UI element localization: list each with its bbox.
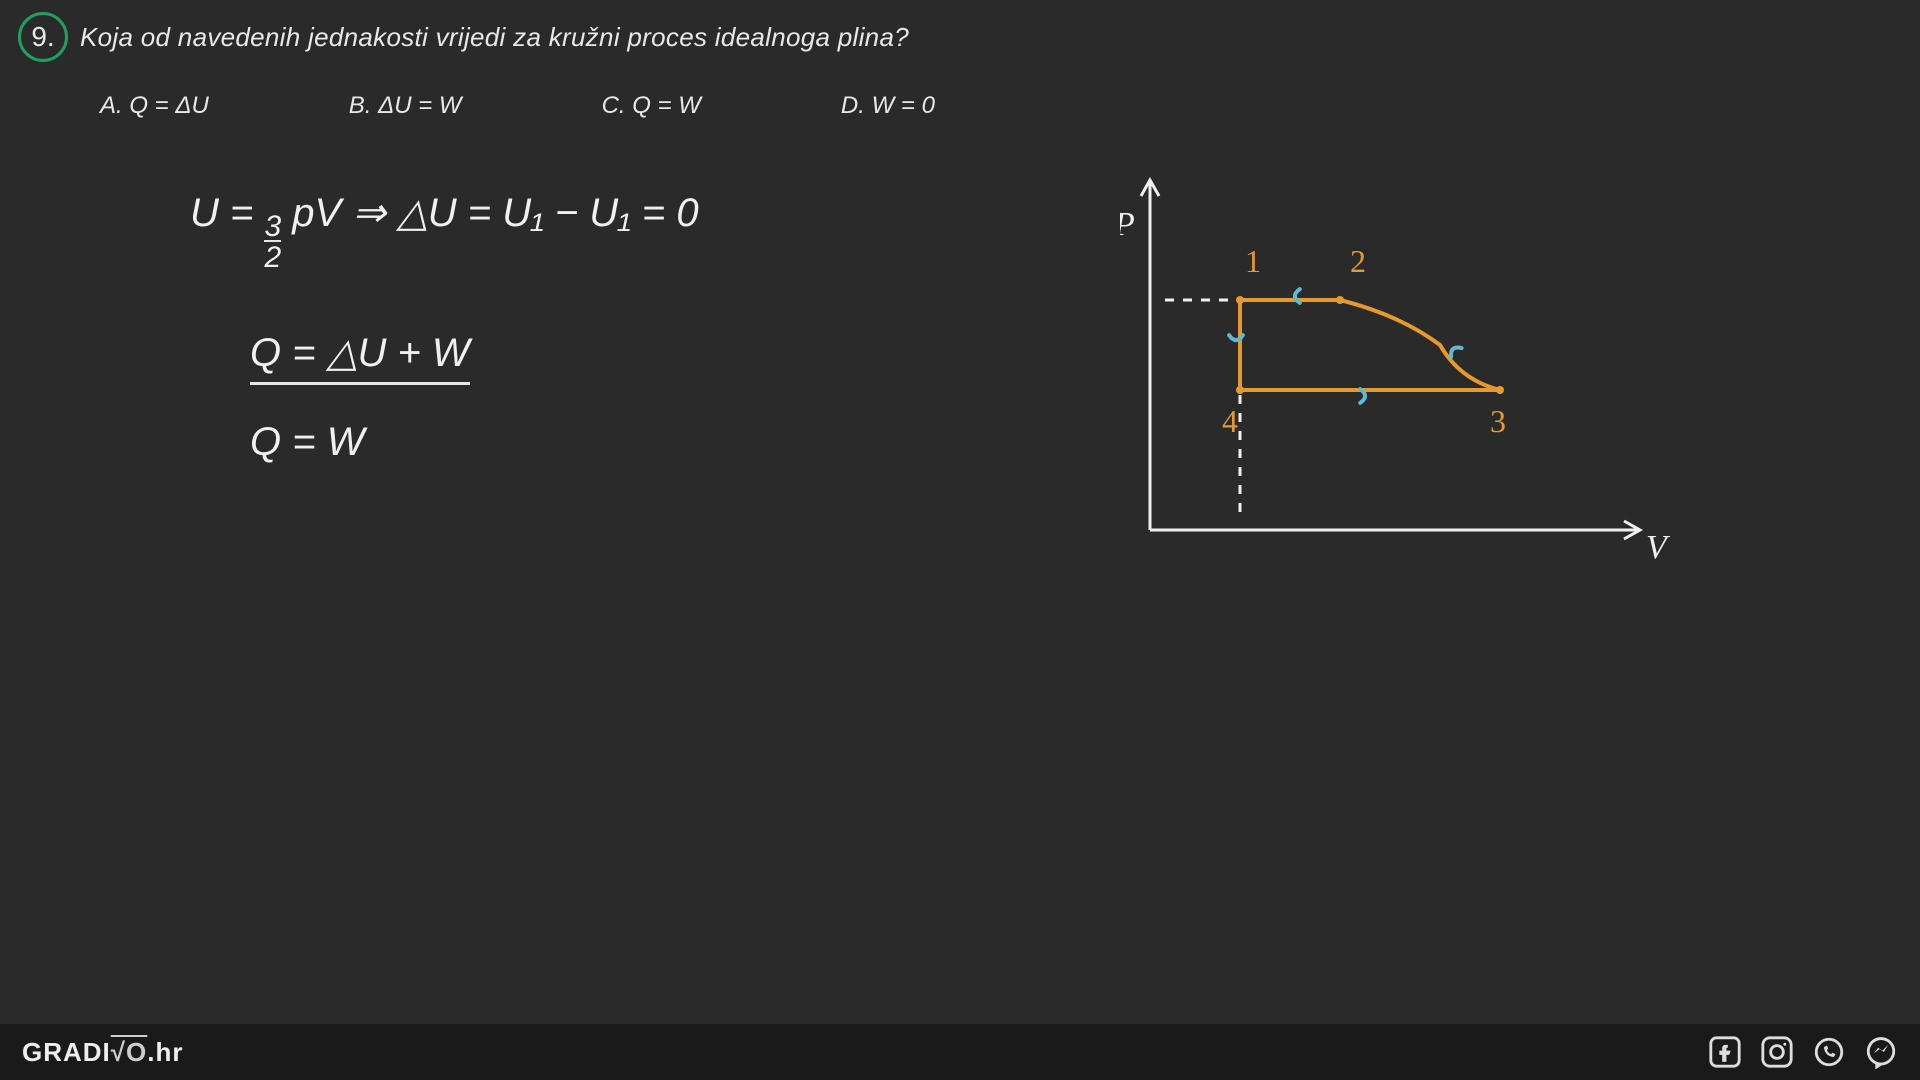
question-number-circle: 9.: [18, 12, 68, 62]
social-icons: [1708, 1035, 1898, 1069]
question-text: Koja od navedenih jednakosti vrijedi za …: [80, 22, 909, 53]
facebook-icon[interactable]: [1708, 1035, 1742, 1069]
svg-text:3: 3: [1490, 403, 1506, 439]
site-logo: GRADI√O.hr: [22, 1037, 184, 1068]
pv-diagram-svg: P V 1 2 3 4: [1120, 170, 1720, 590]
option-d: D. W = 0: [841, 92, 935, 120]
svg-text:1: 1: [1245, 243, 1261, 279]
working-line1-lhs: U =: [190, 191, 253, 235]
fraction-3-2: 3 2: [264, 213, 281, 271]
footer-bar: GRADI√O.hr: [0, 1024, 1920, 1080]
svg-text:P: P: [1120, 206, 1135, 243]
option-a: A. Q = ΔU: [100, 92, 209, 120]
logo-rad: √O: [111, 1037, 148, 1067]
whatsapp-icon[interactable]: [1812, 1035, 1846, 1069]
svg-text:4: 4: [1222, 403, 1238, 439]
working-line-1: U = 3 2 pV ⇒ △U = U₁ − U₁ = 0: [190, 190, 699, 271]
logo-prefix: GRADI: [22, 1037, 111, 1067]
option-c: C. Q = W: [602, 92, 701, 120]
working-line-2: Q = △U + W: [250, 330, 470, 385]
working-line-3: Q = W: [250, 420, 364, 465]
answer-options: A. Q = ΔU B. ΔU = W C. Q = W D. W = 0: [100, 92, 935, 120]
instagram-icon[interactable]: [1760, 1035, 1794, 1069]
messenger-icon[interactable]: [1864, 1035, 1898, 1069]
frac-num: 3: [264, 213, 281, 240]
pv-diagram: P V 1 2 3 4: [1120, 170, 1720, 595]
working-line1-rhs: pV ⇒ △U = U₁ − U₁ = 0: [292, 191, 698, 235]
logo-suffix: .hr: [147, 1037, 183, 1067]
frac-den: 2: [264, 240, 281, 271]
svg-text:V: V: [1646, 529, 1671, 566]
question-number: 9.: [31, 21, 54, 53]
svg-text:2: 2: [1350, 243, 1366, 279]
option-b: B. ΔU = W: [349, 92, 462, 120]
